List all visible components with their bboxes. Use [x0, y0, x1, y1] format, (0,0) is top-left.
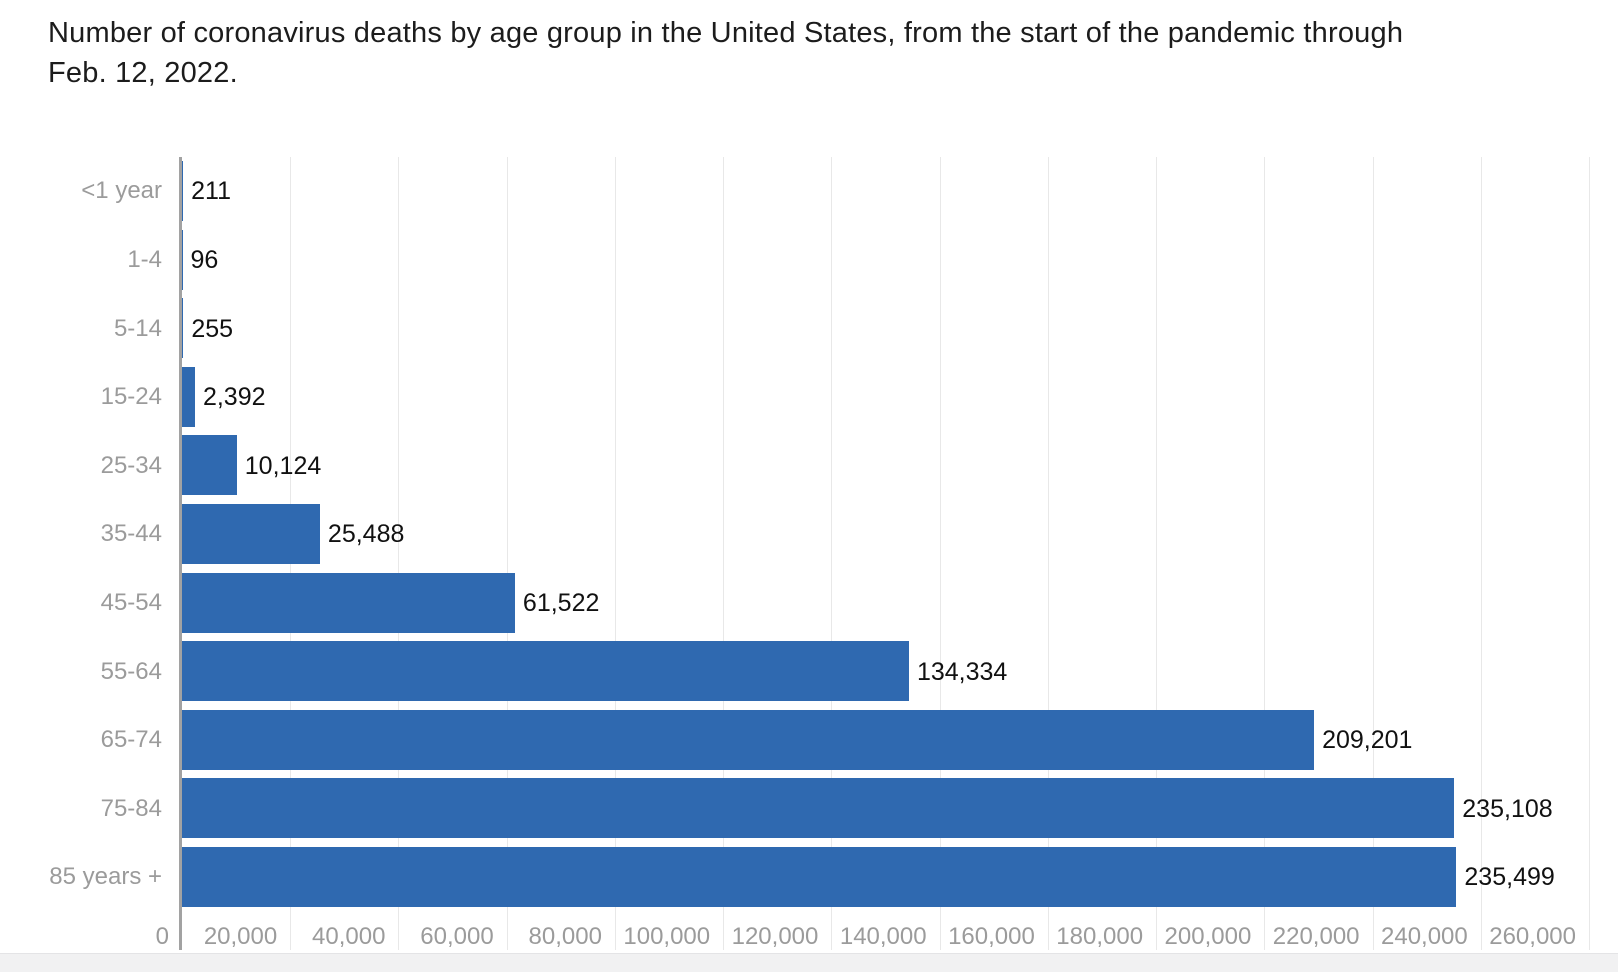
- gridline-260-000: [1589, 157, 1590, 950]
- x-tick-label-160-000: 160,000: [948, 923, 1035, 950]
- gridline-80-000: [614, 157, 616, 950]
- bar-75-84[interactable]: [182, 778, 1455, 839]
- bar-35-44[interactable]: [182, 504, 320, 564]
- y-axis-baseline: [179, 157, 182, 950]
- value-label-75-84: 235,108: [1462, 794, 1553, 823]
- gridline-160-000: [1047, 157, 1049, 950]
- gridline-40-000: [398, 157, 400, 950]
- gridline-140-000: [939, 157, 941, 950]
- x-tick-label-60-000: 60,000: [420, 923, 494, 950]
- bar-85-years[interactable]: [182, 847, 1457, 907]
- gridline-180-000: [1156, 157, 1158, 950]
- x-tick-label-260-000: 260,000: [1489, 923, 1576, 950]
- bar-55-64[interactable]: [182, 641, 909, 702]
- bar-65-74[interactable]: [182, 709, 1315, 770]
- value-label-1-4: 96: [190, 245, 219, 274]
- x-tick-label-240-000: 240,000: [1381, 923, 1468, 950]
- x-tick-label-80-000: 80,000: [528, 923, 602, 950]
- bar-1-4[interactable]: [182, 229, 183, 290]
- category-label-15-24: 15-24: [100, 383, 162, 411]
- category-label-5-14: 5-14: [113, 314, 162, 342]
- gridline-100-000: [723, 157, 725, 950]
- category-label-85-years: 85 years +: [49, 863, 162, 891]
- x-tick-label-20-000: 20,000: [203, 923, 278, 950]
- value-label-45-54: 61,522: [522, 588, 600, 617]
- category-label-1-year: <1 year: [81, 177, 162, 205]
- x-tick-label-0: 0: [155, 923, 169, 950]
- category-label-25-34: 25-34: [100, 451, 162, 479]
- x-tick-label-140-000: 140,000: [839, 923, 927, 950]
- bar-1-year[interactable]: [182, 161, 184, 221]
- x-tick-label-120-000: 120,000: [731, 923, 819, 950]
- value-label-25-34: 10,124: [244, 451, 322, 480]
- category-label-45-54: 45-54: [100, 588, 162, 616]
- page-title-line-2: Feb. 12, 2022.: [48, 57, 238, 89]
- value-label-15-24: 2,392: [202, 383, 266, 412]
- x-tick-label-180-000: 180,000: [1056, 923, 1144, 950]
- value-label-35-44: 25,488: [327, 520, 405, 549]
- category-label-75-84: 75-84: [100, 794, 162, 822]
- value-label-85-years: 235,499: [1464, 863, 1555, 892]
- value-label-1-year: 211: [191, 177, 231, 206]
- value-label-55-64: 134,334: [916, 657, 1008, 686]
- value-label-5-14: 255: [191, 314, 234, 343]
- category-label-1-4: 1-4: [127, 245, 162, 273]
- bar-25-34[interactable]: [182, 435, 237, 496]
- bottom-scroll-strip: [0, 953, 1618, 972]
- gridline-240-000: [1480, 157, 1482, 950]
- page-title: Number of coronavirus deaths by age grou…: [48, 13, 1403, 93]
- bar-45-54[interactable]: [182, 572, 515, 633]
- x-tick-label-200-000: 200,000: [1164, 923, 1252, 950]
- gridline-220-000: [1372, 157, 1374, 950]
- category-label-35-44: 35-44: [100, 520, 162, 548]
- gridline-200-000: [1264, 157, 1266, 950]
- category-label-55-64: 55-64: [100, 657, 162, 685]
- gridline-60-000: [506, 157, 508, 950]
- bar-15-24[interactable]: [182, 366, 195, 427]
- gridline-120-000: [831, 157, 833, 950]
- x-tick-label-40-000: 40,000: [312, 923, 386, 950]
- value-label-65-74: 209,201: [1322, 726, 1413, 755]
- category-label-65-74: 65-74: [100, 726, 162, 754]
- bar-5-14[interactable]: [182, 298, 184, 359]
- x-tick-label-100-000: 100,000: [623, 923, 711, 950]
- x-tick-label-220-000: 220,000: [1272, 923, 1360, 950]
- page-title-line-1: Number of coronavirus deaths by age grou…: [48, 17, 1404, 49]
